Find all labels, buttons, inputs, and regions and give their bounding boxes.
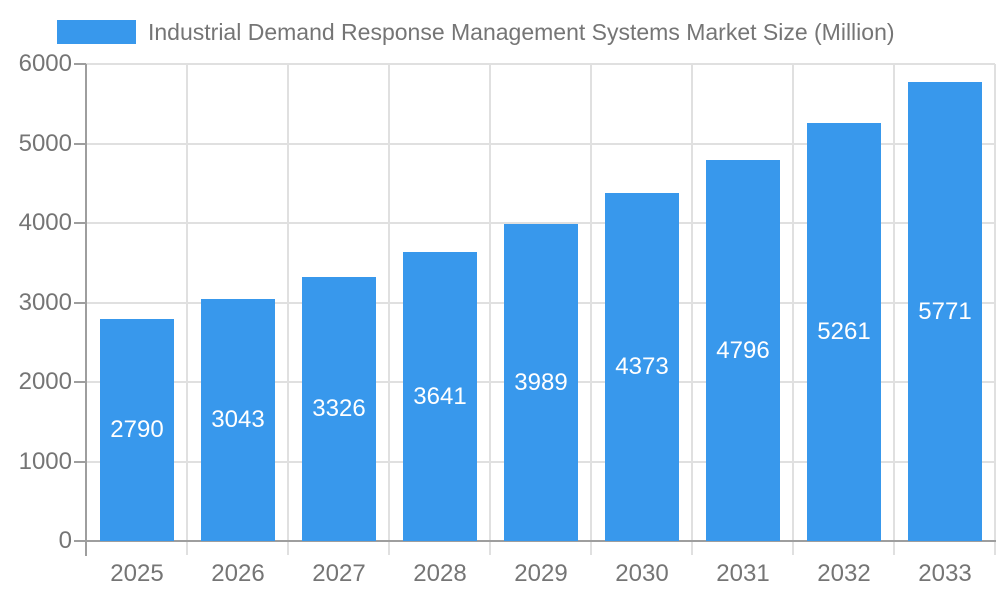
bar-2027: 3326 [302, 277, 376, 541]
bar-value-label: 4373 [615, 353, 669, 380]
bar-value-label: 5261 [817, 318, 871, 345]
x-axis-line [74, 540, 996, 542]
x-gridline [590, 64, 592, 541]
x-gridline [792, 64, 794, 541]
bar-value-label: 3989 [514, 368, 568, 396]
x-axis-tick [388, 542, 390, 555]
x-tick-label: 2032 [817, 560, 871, 587]
y-axis-tick [74, 63, 86, 65]
bar-value-label: 4796 [716, 336, 770, 364]
bar-2028: 3641 [403, 252, 477, 541]
x-tick-label: 2026 [211, 560, 265, 587]
y-tick-label: 5000 [18, 130, 72, 157]
y-gridline [86, 143, 995, 145]
x-gridline [691, 64, 693, 541]
y-tick-label: 4000 [18, 209, 72, 236]
x-gridline [489, 64, 491, 541]
y-tick-label: 2000 [18, 368, 72, 395]
y-tick-label: 3000 [18, 289, 72, 316]
y-tick-label: 6000 [18, 50, 72, 77]
y-axis-tick [74, 222, 86, 224]
x-gridline [186, 64, 188, 541]
x-tick-label: 2027 [312, 560, 366, 587]
bar-value-label: 3043 [211, 406, 265, 433]
y-axis-tick [74, 461, 86, 463]
y-axis-line [85, 64, 87, 556]
x-axis-tick [994, 542, 996, 555]
x-tick-label: 2025 [110, 560, 164, 587]
bar-2032: 5261 [807, 123, 881, 541]
x-axis-tick [590, 542, 592, 555]
bar-2025: 2790 [100, 319, 174, 541]
x-tick-label: 2030 [615, 560, 669, 587]
x-tick-label: 2031 [716, 560, 770, 587]
bar-2030: 4373 [605, 193, 679, 541]
bar-2026: 3043 [201, 299, 275, 541]
y-axis-tick [74, 143, 86, 145]
x-axis-tick [287, 542, 289, 555]
bar-value-label: 3326 [312, 395, 366, 422]
x-axis-tick [489, 542, 491, 555]
bar-value-label: 2790 [110, 416, 164, 443]
bar-2033: 5771 [908, 82, 982, 541]
y-axis-tick [74, 302, 86, 304]
bar-value-label: 5771 [918, 297, 972, 325]
x-gridline [893, 64, 895, 541]
x-gridline [994, 64, 996, 541]
y-gridline [86, 222, 995, 224]
y-axis-tick [74, 381, 86, 383]
y-tick-label: 0 [58, 527, 72, 554]
x-axis-tick [893, 542, 895, 555]
bar-value-label: 3641 [413, 382, 467, 410]
x-axis-tick [691, 542, 693, 555]
y-tick-label: 1000 [18, 448, 72, 475]
x-gridline [287, 64, 289, 541]
y-gridline [86, 63, 995, 65]
x-tick-label: 2029 [514, 560, 568, 587]
x-tick-label: 2028 [413, 560, 467, 587]
x-tick-label: 2033 [918, 560, 972, 587]
x-gridline [388, 64, 390, 541]
chart-title: Industrial Demand Response Management Sy… [148, 19, 895, 45]
legend-swatch [57, 20, 136, 44]
x-axis-tick [792, 542, 794, 555]
bar-2031: 4796 [706, 160, 780, 541]
x-axis-tick [186, 542, 188, 555]
bar-2029: 3989 [504, 224, 578, 541]
